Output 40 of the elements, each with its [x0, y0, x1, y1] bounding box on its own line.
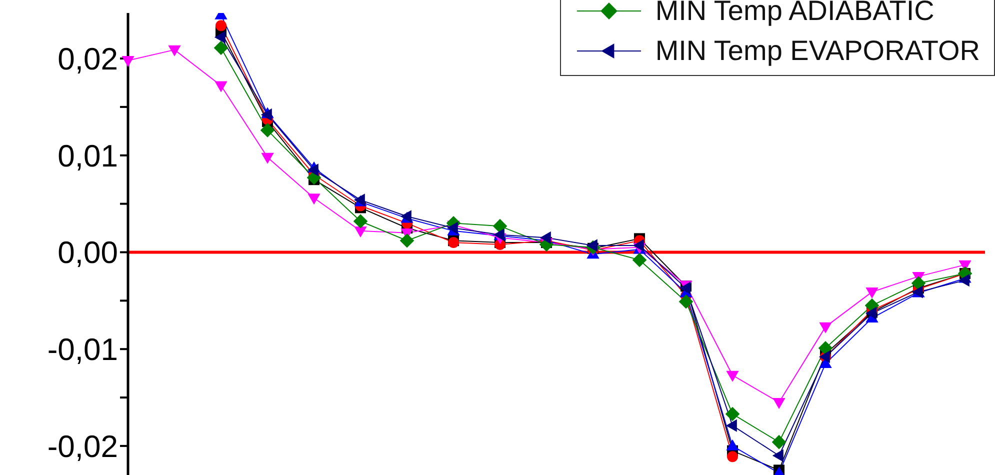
point [819, 322, 832, 334]
y-tick-label: 0,02 [58, 42, 118, 77]
point [679, 282, 690, 294]
point [586, 239, 598, 252]
point [308, 194, 320, 205]
point [307, 164, 318, 176]
y-tick-label: -0,02 [47, 428, 118, 464]
point [726, 370, 739, 382]
point [492, 218, 508, 234]
y-tick-label: 0,01 [58, 138, 118, 174]
point [772, 398, 786, 409]
point [122, 56, 134, 68]
point [214, 81, 228, 92]
point [446, 222, 458, 234]
point [354, 226, 367, 238]
y-tick-label: 0,00 [58, 235, 118, 270]
point [168, 45, 181, 56]
point [725, 406, 740, 422]
point [772, 449, 784, 462]
point [726, 439, 739, 450]
legend-label: MIN Temp EVAPORATOR [655, 34, 980, 68]
point [260, 108, 272, 122]
point [353, 214, 368, 228]
point [214, 40, 228, 56]
point [214, 30, 226, 44]
point [632, 252, 647, 268]
point [772, 434, 786, 450]
point [678, 294, 694, 309]
point [958, 274, 970, 287]
point [632, 239, 644, 252]
point [818, 340, 833, 356]
y-tick-label: -0,01 [47, 332, 118, 368]
legend-label: MIN Temp ADIABATIC [655, 0, 934, 28]
point [727, 451, 738, 462]
point [866, 288, 878, 299]
point [261, 152, 274, 164]
point [216, 20, 226, 32]
point [400, 233, 414, 248]
point [260, 123, 275, 138]
point [726, 419, 737, 432]
